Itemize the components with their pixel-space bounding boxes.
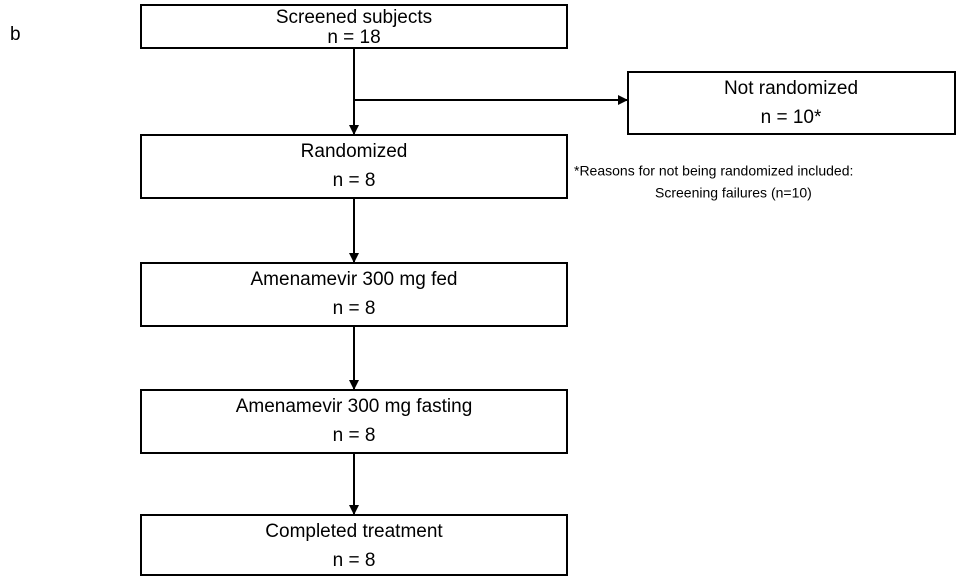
side-box <box>627 71 956 135</box>
side-title: Not randomized <box>724 78 858 99</box>
footnote: *Reasons for not being randomized includ… <box>574 163 853 179</box>
node-title: Completed treatment <box>265 521 443 542</box>
node-title: Randomized <box>301 141 408 162</box>
node-box <box>140 262 568 327</box>
side-count: n = 10* <box>761 107 822 128</box>
node-title: Screened subjects <box>276 7 432 28</box>
node-count: n = 8 <box>333 170 376 191</box>
node-box <box>140 389 568 454</box>
node-count: n = 8 <box>333 298 376 319</box>
panel-label: b <box>10 24 21 45</box>
node-box <box>140 4 568 49</box>
node-box <box>140 134 568 199</box>
node-title: Amenamevir 300 mg fed <box>251 269 458 290</box>
node-title: Amenamevir 300 mg fasting <box>236 396 473 417</box>
node-count: n = 18 <box>327 27 380 48</box>
node-count: n = 8 <box>333 425 376 446</box>
node-count: n = 8 <box>333 550 376 571</box>
footnote: Screening failures (n=10) <box>655 185 812 201</box>
node-box <box>140 514 568 576</box>
